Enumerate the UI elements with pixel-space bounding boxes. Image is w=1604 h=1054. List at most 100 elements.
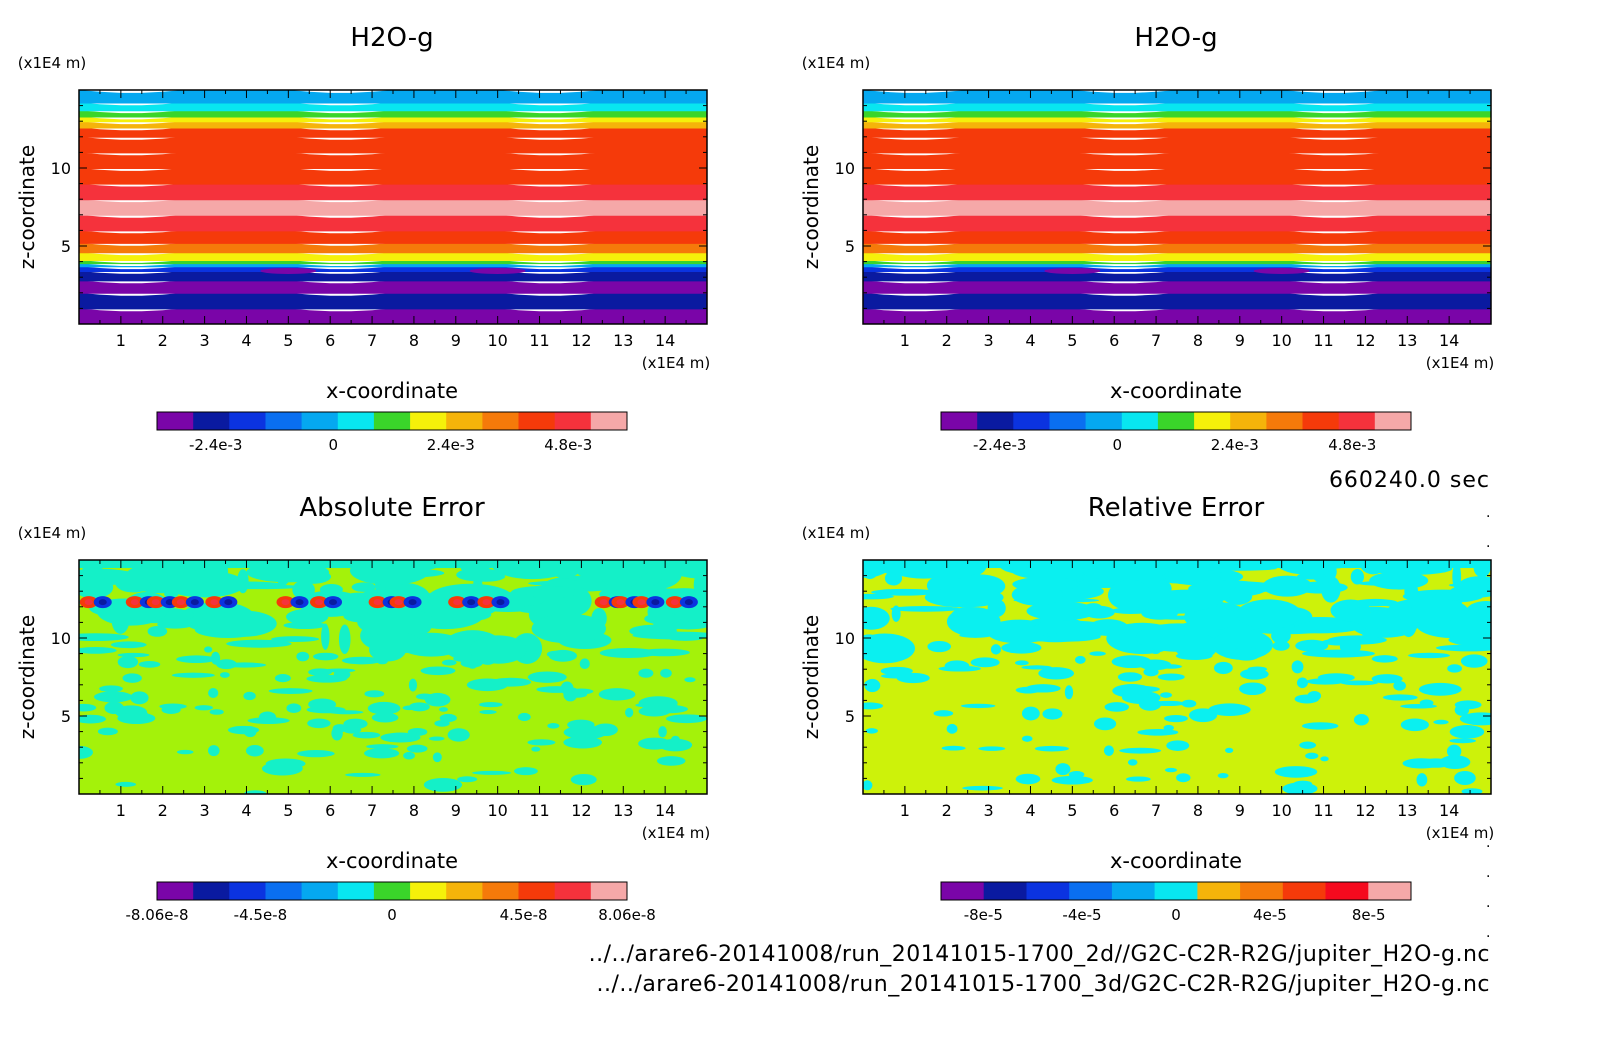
x-tick-label: 8 [1193,331,1203,350]
dot-marker: . [1486,835,1491,851]
field-patch [1138,698,1162,711]
field-patch [243,691,256,701]
colorbar-swatch [977,412,1014,430]
field-patch [990,644,1002,655]
x-tick-label: 8 [409,801,419,820]
colorbar-swatch [446,412,483,430]
x-tick-label: 11 [529,331,549,350]
field-patch [563,725,608,740]
field-patch [514,767,538,776]
field-patch [1176,773,1191,783]
x-tick-label: 14 [1439,801,1459,820]
dipole-core [151,599,160,606]
x-tick-label: 2 [942,331,952,350]
field-patch [286,703,302,714]
y-tick-label: 10 [51,159,71,178]
field-patch [1164,597,1223,607]
field-patch [194,705,213,711]
contour-band [863,90,1491,104]
field-patch [366,744,399,749]
field-patch [863,593,894,600]
field-patch [130,691,149,705]
field-patch [1361,627,1382,639]
field-patch [1461,788,1483,794]
field-patch [1217,773,1229,779]
field-patch [665,714,707,724]
colorbar-swatch [554,412,592,430]
field-patch [1138,659,1172,671]
colorbar-tick-label: 4.8e-3 [1328,436,1376,454]
dipole-core [224,599,233,606]
colorbar-swatch [941,412,978,430]
field-patch [478,702,503,708]
field-patch [1240,668,1269,680]
field-patch [117,655,139,669]
field-patch [1042,708,1063,720]
x-tick-label: 13 [1397,331,1417,350]
field-patch [406,744,428,753]
colorbar-swatch [1374,412,1412,430]
field-patch [283,621,327,629]
dipole-core [651,599,660,606]
colorbar-tick-label: -8.06e-8 [126,906,189,924]
field-patch [371,712,399,723]
field-patch [598,688,636,701]
x-axis-unit: (x1E4 m) [642,824,711,842]
field-patch [941,745,966,751]
x-axis-unit: (x1E4 m) [642,354,711,372]
field-patch [1075,655,1086,664]
colorbar-swatch [1154,882,1198,900]
field-patch [472,770,512,775]
field-patch [864,680,875,687]
dot-marker: . [1486,865,1491,881]
field-patch [1358,581,1401,586]
field-patch [896,672,930,684]
contour-band [79,277,707,294]
y-axis-unit: (x1E4 m) [802,54,871,72]
x-tick-label: 3 [200,801,210,820]
field-patch [1400,718,1429,732]
field-patch [79,576,114,599]
colorbar-swatch [1085,412,1123,430]
field-patch [138,660,161,668]
x-tick-label: 6 [325,801,335,820]
contour-pocket [260,267,317,274]
chart-title: Relative Error [1088,493,1265,523]
colorbar-swatch [1282,882,1326,900]
field-patch [1294,694,1320,704]
field-patch [632,631,707,640]
field-patch [1174,633,1218,660]
field-patch [863,780,873,791]
colorbar-swatch [1338,412,1376,430]
field-patch [1025,684,1061,693]
field-patch [1027,579,1049,603]
y-axis-unit: (x1E4 m) [18,54,87,72]
colorbar-tick-label: 0 [328,436,338,454]
dipole-core [496,599,505,606]
colorbar-swatch [301,412,339,430]
colorbar-swatch [554,882,592,900]
x-tick-label: 14 [1439,331,1459,350]
field-patch [638,737,672,750]
field-patch [970,657,1000,668]
x-tick-label: 13 [613,801,633,820]
field-patch [110,641,147,649]
field-patch [1103,745,1114,756]
field-patch [469,635,527,664]
field-patch [1299,741,1317,749]
field-patch [157,620,194,629]
field-patch [1330,599,1371,622]
field-patch [1231,646,1261,661]
field-patch [1371,655,1398,663]
field-patch [247,717,290,725]
field-patch [457,776,478,783]
field-patch [570,773,597,786]
field-patch [1213,661,1233,675]
dipole-core [295,599,304,606]
field-patch [1301,722,1339,730]
field-patch [1127,759,1138,766]
field-patch [1089,651,1106,656]
time-label: 660240.0 sec [1328,468,1490,493]
field-patch [1164,714,1188,723]
